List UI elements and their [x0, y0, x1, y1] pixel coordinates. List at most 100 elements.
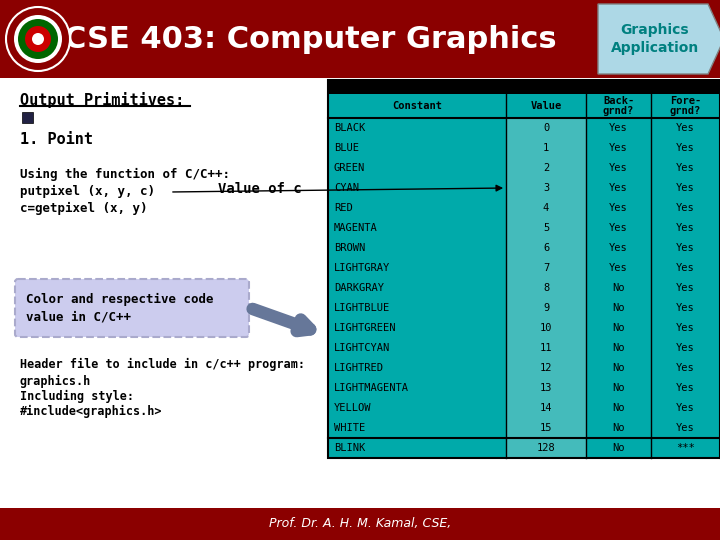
- FancyBboxPatch shape: [0, 508, 720, 540]
- Text: putpixel (x, y, c): putpixel (x, y, c): [20, 185, 155, 198]
- Text: WHITE: WHITE: [334, 423, 365, 433]
- Text: Using the function of C/C++:: Using the function of C/C++:: [20, 168, 230, 181]
- Text: #include<graphics.h>: #include<graphics.h>: [20, 405, 163, 418]
- FancyBboxPatch shape: [328, 238, 720, 258]
- Text: Yes: Yes: [609, 203, 628, 213]
- Text: No: No: [612, 323, 625, 333]
- Text: 14: 14: [540, 403, 552, 413]
- FancyBboxPatch shape: [506, 278, 586, 298]
- FancyBboxPatch shape: [328, 138, 720, 158]
- FancyBboxPatch shape: [328, 438, 720, 458]
- Circle shape: [14, 15, 62, 63]
- FancyBboxPatch shape: [506, 138, 586, 158]
- Text: Yes: Yes: [676, 203, 695, 213]
- Text: DARKGRAY: DARKGRAY: [334, 283, 384, 293]
- Circle shape: [6, 7, 70, 71]
- Text: Yes: Yes: [676, 403, 695, 413]
- Text: Constant: Constant: [392, 101, 442, 111]
- FancyBboxPatch shape: [506, 318, 586, 338]
- Text: MAGENTA: MAGENTA: [334, 223, 378, 233]
- Text: No: No: [612, 383, 625, 393]
- Text: 6: 6: [543, 243, 549, 253]
- Text: 9: 9: [543, 303, 549, 313]
- FancyBboxPatch shape: [328, 94, 720, 118]
- Text: 1: 1: [543, 143, 549, 153]
- Text: 12: 12: [540, 363, 552, 373]
- Text: Yes: Yes: [609, 163, 628, 173]
- Text: GREEN: GREEN: [334, 163, 365, 173]
- Text: BROWN: BROWN: [334, 243, 365, 253]
- Text: LIGHTBLUE: LIGHTBLUE: [334, 303, 390, 313]
- Text: Yes: Yes: [676, 423, 695, 433]
- Text: BLUE: BLUE: [334, 143, 359, 153]
- Text: c=getpixel (x, y): c=getpixel (x, y): [20, 202, 148, 215]
- Text: No: No: [612, 343, 625, 353]
- Text: RED: RED: [334, 203, 353, 213]
- Text: Yes: Yes: [609, 243, 628, 253]
- Text: No: No: [612, 443, 625, 453]
- Text: Value of c: Value of c: [218, 182, 302, 196]
- Text: Graphics
Application: Graphics Application: [611, 23, 699, 55]
- Text: Yes: Yes: [676, 343, 695, 353]
- FancyBboxPatch shape: [328, 278, 720, 298]
- Text: No: No: [612, 363, 625, 373]
- Text: Yes: Yes: [676, 263, 695, 273]
- Text: Including style:: Including style:: [20, 390, 134, 403]
- Text: BLACK: BLACK: [334, 123, 365, 133]
- FancyBboxPatch shape: [0, 0, 720, 78]
- Text: Yes: Yes: [676, 183, 695, 193]
- Circle shape: [18, 19, 58, 59]
- Text: Header file to include in c/c++ program:: Header file to include in c/c++ program:: [20, 358, 305, 371]
- Text: CSE 403: Computer Graphics: CSE 403: Computer Graphics: [63, 24, 557, 53]
- FancyBboxPatch shape: [328, 258, 720, 278]
- Text: LIGHTGRAY: LIGHTGRAY: [334, 263, 390, 273]
- Text: 128: 128: [536, 443, 555, 453]
- Text: 15: 15: [540, 423, 552, 433]
- Text: Color and respective code
value in C/C++: Color and respective code value in C/C++: [26, 293, 214, 323]
- Text: Yes: Yes: [676, 383, 695, 393]
- FancyBboxPatch shape: [506, 238, 586, 258]
- FancyBboxPatch shape: [328, 338, 720, 358]
- Text: Yes: Yes: [676, 303, 695, 313]
- FancyBboxPatch shape: [328, 198, 720, 218]
- Text: LIGHTCYAN: LIGHTCYAN: [334, 343, 390, 353]
- Text: No: No: [612, 423, 625, 433]
- FancyBboxPatch shape: [328, 178, 720, 198]
- FancyBboxPatch shape: [328, 218, 720, 238]
- Text: LIGHTGREEN: LIGHTGREEN: [334, 323, 397, 333]
- FancyBboxPatch shape: [506, 438, 586, 458]
- Text: Back-
grnd?: Back- grnd?: [603, 96, 634, 117]
- Text: 10: 10: [540, 323, 552, 333]
- Text: Yes: Yes: [676, 143, 695, 153]
- Text: graphics.h: graphics.h: [20, 375, 91, 388]
- Text: Yes: Yes: [609, 183, 628, 193]
- Text: 3: 3: [543, 183, 549, 193]
- FancyBboxPatch shape: [328, 318, 720, 338]
- Text: Yes: Yes: [676, 363, 695, 373]
- FancyBboxPatch shape: [506, 178, 586, 198]
- FancyBboxPatch shape: [328, 298, 720, 318]
- Text: Yes: Yes: [676, 123, 695, 133]
- Text: Yes: Yes: [609, 223, 628, 233]
- FancyBboxPatch shape: [506, 298, 586, 318]
- FancyBboxPatch shape: [328, 418, 720, 438]
- Text: Yes: Yes: [676, 283, 695, 293]
- Text: 7: 7: [543, 263, 549, 273]
- Text: Yes: Yes: [676, 223, 695, 233]
- Text: Value: Value: [531, 101, 562, 111]
- Polygon shape: [598, 4, 720, 74]
- Text: No: No: [612, 303, 625, 313]
- Text: Yes: Yes: [609, 263, 628, 273]
- Text: YELLOW: YELLOW: [334, 403, 372, 413]
- FancyBboxPatch shape: [506, 218, 586, 238]
- Text: Prof. Dr. A. H. M. Kamal, CSE,: Prof. Dr. A. H. M. Kamal, CSE,: [269, 517, 451, 530]
- Text: BLINK: BLINK: [334, 443, 365, 453]
- Text: Yes: Yes: [609, 123, 628, 133]
- Circle shape: [25, 26, 51, 52]
- Text: Yes: Yes: [676, 323, 695, 333]
- FancyBboxPatch shape: [328, 118, 720, 138]
- FancyBboxPatch shape: [506, 358, 586, 378]
- Text: 13: 13: [540, 383, 552, 393]
- FancyBboxPatch shape: [328, 398, 720, 418]
- Text: 8: 8: [543, 283, 549, 293]
